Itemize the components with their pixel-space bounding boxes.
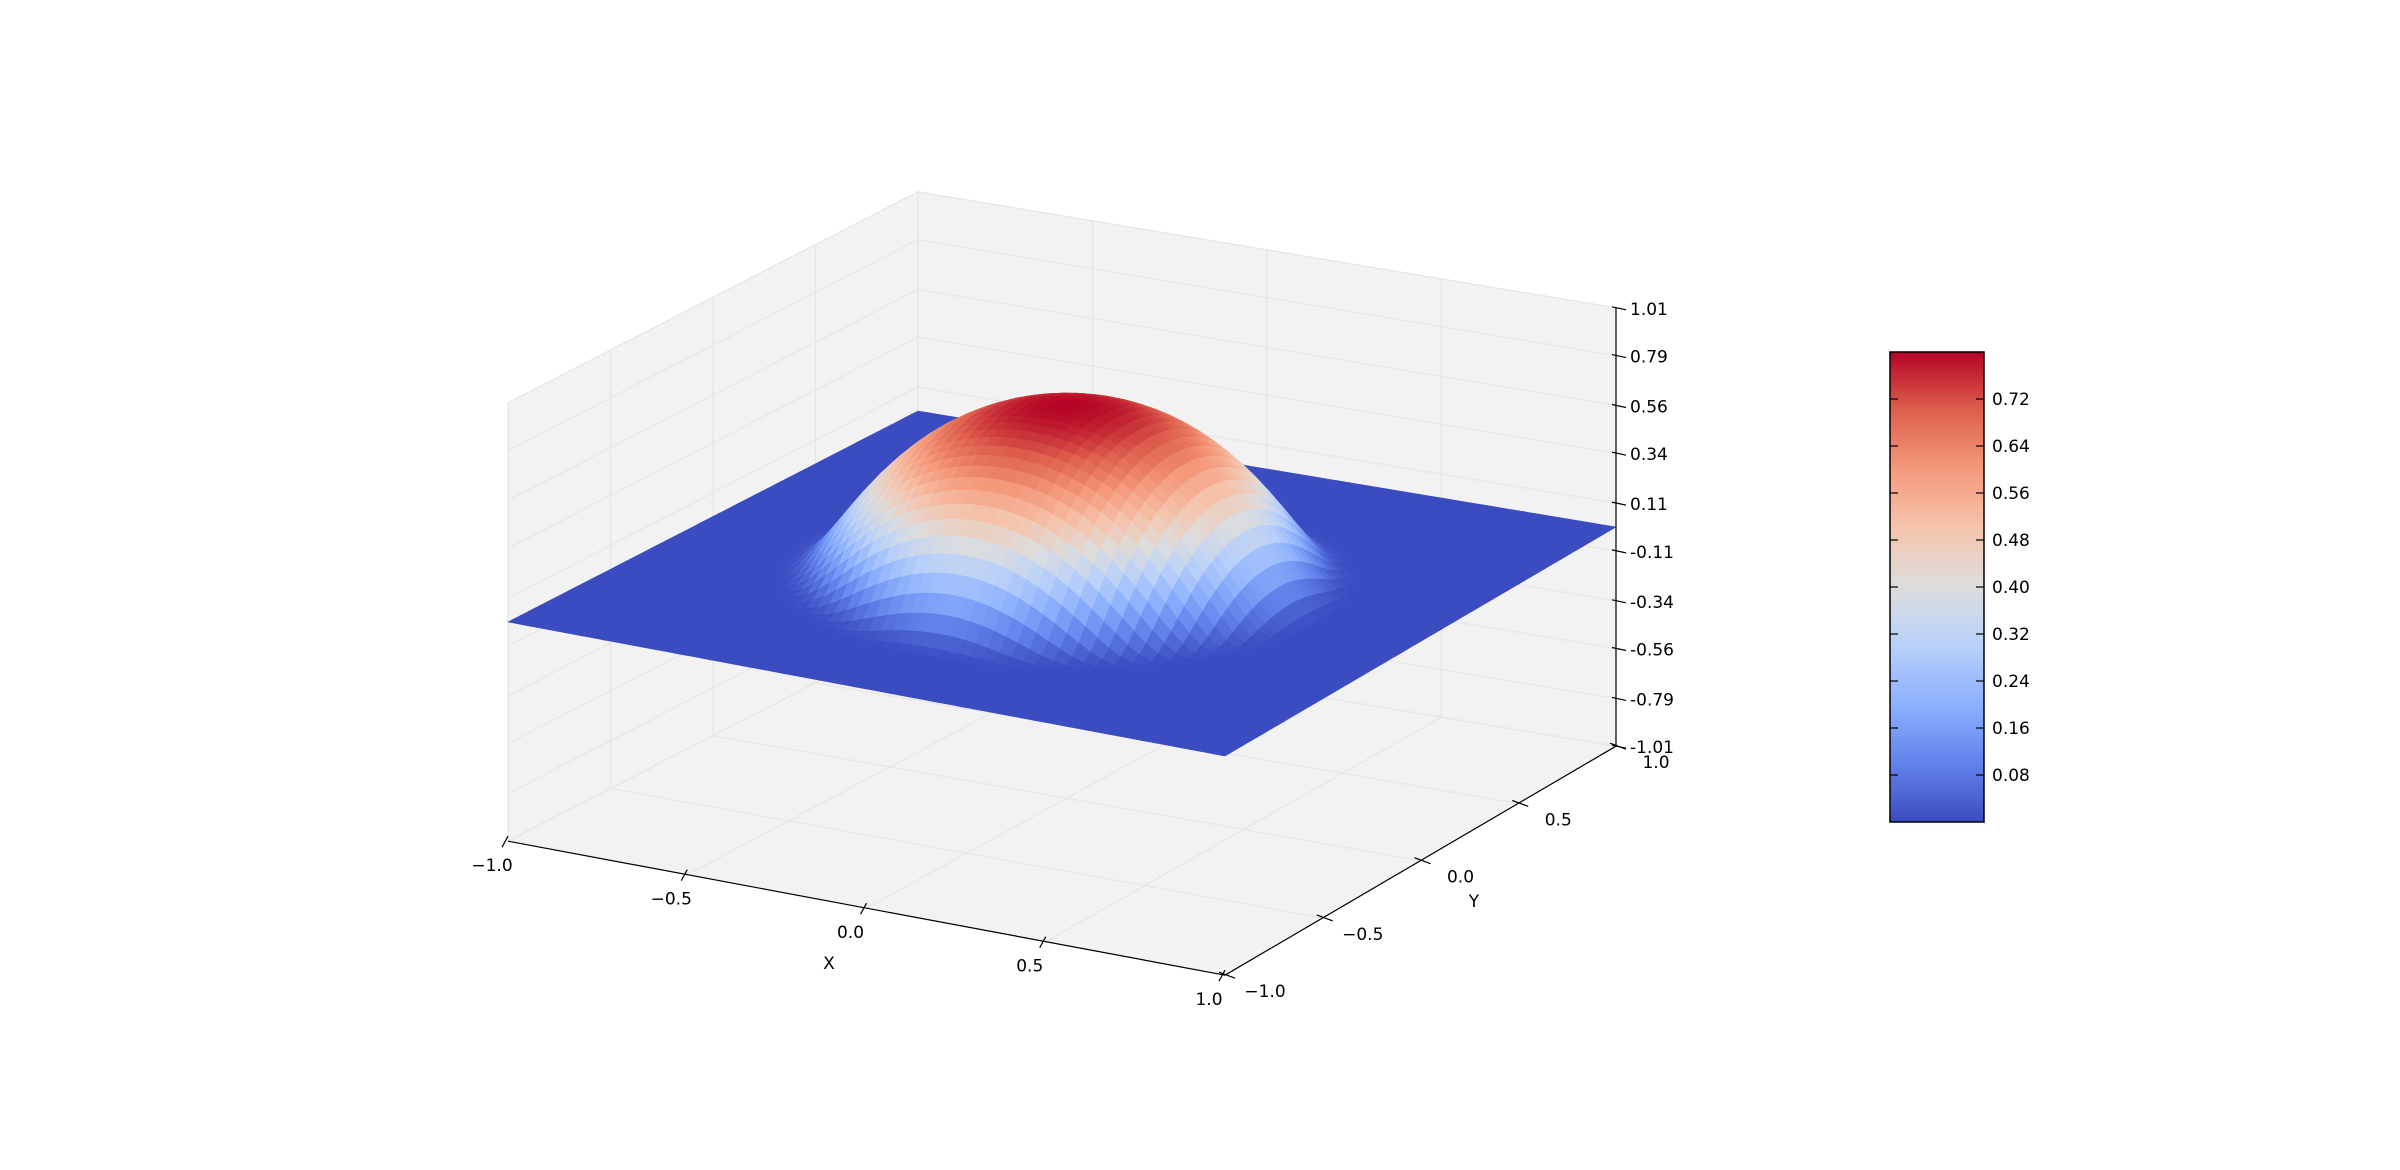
colorbar-tick-label: 0.56 <box>1992 484 2030 504</box>
colorbar-tick-label: 0.08 <box>1992 766 2030 786</box>
grid-back-z <box>917 336 1617 454</box>
z-tick <box>1611 549 1627 554</box>
x-tick-label: −0.5 <box>651 890 692 910</box>
z-axis: -1.01 -0.79 -0.56 -0.34 -0.11 0.11 0.34 0.56 0.7… <box>1611 300 1674 758</box>
colorbar-tick-label: 0.16 <box>1992 719 2030 739</box>
x-tick <box>680 869 688 881</box>
grid-left-z <box>507 336 919 549</box>
x-axis-label: X <box>823 954 835 974</box>
z-tick-label: 0.56 <box>1630 397 1668 417</box>
surface-facet <box>1212 749 1233 757</box>
x-axis-line <box>507 840 1226 976</box>
z-tick-label: 0.79 <box>1630 348 1668 368</box>
grid-back-z <box>917 238 1617 357</box>
colorbar-tick-label: 0.64 <box>1992 437 2030 457</box>
z-tick-label: -0.56 <box>1630 641 1674 661</box>
z-tick-label: -1.01 <box>1630 738 1674 758</box>
colorbar-tick-label: 0.48 <box>1992 531 2030 551</box>
z-tick <box>1611 306 1627 311</box>
colorbar: 0.08 0.16 0.24 0.32 0.40 0.48 0.56 0.64 0.72 <box>1889 351 2030 823</box>
x-tick <box>1218 969 1226 982</box>
surface-mesh <box>507 392 1617 757</box>
colorbar-tick-label: 0.40 <box>1992 578 2030 598</box>
y-tick <box>1218 971 1236 979</box>
x-tick-label: 0.0 <box>837 923 864 943</box>
grid-floor-x <box>1045 716 1442 943</box>
x-tick-label: −1.0 <box>471 856 512 876</box>
z-tick <box>1611 403 1627 409</box>
colorbar-gradient <box>1889 351 1985 823</box>
y-tick-label: −0.5 <box>1342 925 1383 945</box>
grid-left-z <box>507 386 919 599</box>
colorbar-tick-label: 0.32 <box>1992 625 2030 645</box>
x-tick <box>501 835 509 848</box>
colorbar-tick-label: 0.72 <box>1992 390 2030 410</box>
z-tick <box>1611 696 1627 702</box>
z-tick <box>1611 501 1627 506</box>
z-tick <box>1611 646 1627 652</box>
colorbar-tick-label: 0.24 <box>1992 672 2030 692</box>
y-tick-label: 1.0 <box>1642 753 1669 773</box>
z-tick-label: 0.11 <box>1630 495 1668 515</box>
grid-left-z <box>507 191 919 404</box>
y-tick <box>1316 914 1333 922</box>
x-tick-label: 1.0 <box>1195 990 1222 1010</box>
grid-back-z <box>917 191 1617 309</box>
z-tick-label: -0.11 <box>1630 543 1674 563</box>
y-tick-label: 0.0 <box>1447 868 1474 888</box>
x-tick-label: 0.5 <box>1016 957 1043 977</box>
grid-back-z <box>917 288 1617 407</box>
grid-left-z <box>507 288 919 502</box>
z-tick-label: 1.01 <box>1630 300 1668 320</box>
y-tick-label: 0.5 <box>1545 810 1572 830</box>
z-tick <box>1611 451 1627 456</box>
y-axis-label: Y <box>1468 892 1480 912</box>
x-tick <box>859 902 868 915</box>
y-axis-line <box>1224 745 1617 976</box>
z-tick-label: 0.34 <box>1630 445 1668 465</box>
z-tick-label: -0.79 <box>1630 690 1674 710</box>
x-tick <box>1039 936 1047 948</box>
z-tick <box>1611 599 1627 604</box>
y-tick <box>1512 799 1529 807</box>
z-tick <box>1611 744 1627 749</box>
grid-floor-y <box>712 735 1421 862</box>
z-tick <box>1611 353 1627 359</box>
y-tick <box>1414 857 1431 865</box>
x-axis: −1.0 −0.5 0.0 0.5 1.0 <box>471 835 1226 1010</box>
y-axis: −1.0 −0.5 0.0 0.5 1.0 <box>1218 742 1670 1002</box>
grid-left-z <box>507 239 919 452</box>
z-tick-label: -0.34 <box>1630 593 1674 613</box>
y-tick-label: −1.0 <box>1244 982 1285 1002</box>
